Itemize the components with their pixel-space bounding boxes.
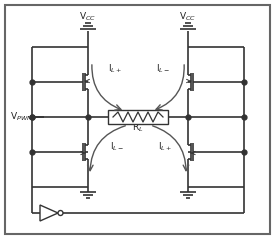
Text: V$_{CC}$: V$_{CC}$ <box>79 11 97 23</box>
Text: R$_L$: R$_L$ <box>132 122 144 134</box>
Text: I$_{L+}$: I$_{L+}$ <box>158 141 172 153</box>
Bar <box>108 110 168 124</box>
Text: V$_{PWM}$: V$_{PWM}$ <box>10 111 34 123</box>
Text: V$_{CC}$: V$_{CC}$ <box>180 11 197 23</box>
Polygon shape <box>40 205 58 221</box>
Text: I$_{L-}$: I$_{L-}$ <box>156 63 170 75</box>
Circle shape <box>58 211 63 216</box>
Text: I$_{L-}$: I$_{L-}$ <box>110 141 124 153</box>
Text: I$_{L+}$: I$_{L+}$ <box>108 63 122 75</box>
